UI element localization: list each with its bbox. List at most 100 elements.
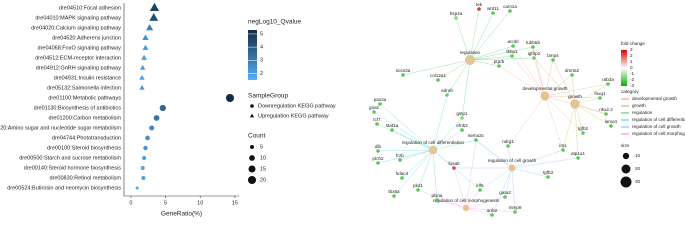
y-tick-label: dre04068:FoxO signaling pathway xyxy=(38,45,122,51)
edge xyxy=(469,55,513,61)
gene-label: acnbl xyxy=(508,39,519,44)
category-node xyxy=(462,204,470,212)
edge xyxy=(544,83,609,97)
size-legend-label: 30 xyxy=(635,179,641,184)
edge xyxy=(512,45,546,97)
gene-node xyxy=(401,73,405,77)
edge xyxy=(511,55,546,97)
gene-label: ptprb xyxy=(494,59,505,64)
gene-node xyxy=(606,82,610,86)
point xyxy=(142,34,149,41)
edge xyxy=(401,149,434,179)
edge xyxy=(432,149,455,169)
size-legend-label: 5 xyxy=(260,144,263,150)
gene-label: tgfb2 xyxy=(578,126,589,131)
edge xyxy=(574,103,579,159)
edge xyxy=(498,65,546,97)
gene-label: ptch2 xyxy=(372,156,384,161)
gene-label: sema3c xyxy=(468,133,485,138)
edge xyxy=(469,46,534,61)
edge xyxy=(552,59,576,105)
gene-label: dmrta2 xyxy=(565,68,580,73)
y-tick-label: dre04512:ECM-receptor interaction xyxy=(35,55,121,61)
edge xyxy=(544,95,601,99)
edge xyxy=(402,59,471,76)
gene-label: col12a1 xyxy=(430,73,447,78)
category-label: regulation of cell differentiation xyxy=(402,140,465,145)
legend-marker xyxy=(250,104,254,108)
figure: dre04510:Focal adhesion dre04010:MAPK sig… xyxy=(0,2,685,218)
gene-label: efnb2 xyxy=(456,123,468,128)
gene-node xyxy=(510,54,514,58)
category-node xyxy=(508,164,516,172)
gene-node xyxy=(490,213,494,217)
edge xyxy=(453,167,467,209)
x-tick-label: 10 xyxy=(197,200,203,206)
edge xyxy=(469,8,480,61)
size-legend-label: 10 xyxy=(260,155,266,161)
gene-node xyxy=(477,7,481,11)
edge xyxy=(469,57,535,61)
gene-label: tgfb3 xyxy=(543,170,554,175)
gene-node xyxy=(576,156,580,160)
legend-title: negLog10_Qvalue xyxy=(248,19,302,26)
legend-title: category xyxy=(621,89,639,94)
colorbar-label: -1 xyxy=(630,71,635,76)
gene-label: stat1a xyxy=(386,123,399,128)
edge xyxy=(469,45,514,61)
colorbar-label: 2 xyxy=(260,71,263,77)
x-tick-label: 15 xyxy=(232,200,238,206)
edge xyxy=(469,12,494,61)
gene-label: rab3a xyxy=(602,77,614,82)
point xyxy=(139,64,146,70)
edge xyxy=(504,167,513,198)
colorbar-label: -3 xyxy=(630,83,635,88)
gene-node xyxy=(378,102,382,106)
gene-node xyxy=(531,45,535,49)
edge xyxy=(475,139,513,169)
edge xyxy=(574,83,609,105)
edge xyxy=(511,149,564,169)
legend-title: Count xyxy=(248,133,266,140)
edge xyxy=(465,189,481,209)
y-tick-label: dre01130:Biosynthesis of antibiotics xyxy=(34,105,122,111)
y-tick-label: dre04520:Adherens junction xyxy=(52,35,121,41)
edge xyxy=(417,189,467,209)
gene-label: irs1 xyxy=(559,143,567,148)
edge xyxy=(465,196,506,209)
point xyxy=(225,93,235,103)
gene-label: tbx5a xyxy=(388,189,400,194)
gene-label: igfbp2 xyxy=(528,51,541,56)
y-tick-label: dre00524:Butirosin and neomycin biosynth… xyxy=(7,185,121,191)
colorbar xyxy=(248,30,257,80)
gene-node xyxy=(460,116,464,120)
y-tick-label: dre00140:Steroid hormone biosynthesis xyxy=(24,165,121,171)
edge xyxy=(373,111,434,151)
edge xyxy=(417,149,434,191)
gene-label: ednrb xyxy=(441,88,453,93)
y-tick-label: dre01200:Carbon metabolism xyxy=(49,115,122,121)
gene-node xyxy=(392,194,396,198)
gene-node xyxy=(570,73,574,77)
point xyxy=(149,125,155,131)
edge xyxy=(469,10,511,61)
edge xyxy=(544,95,564,151)
category-node xyxy=(428,145,438,155)
gene-node xyxy=(491,11,495,15)
colorbar-label: 5 xyxy=(260,31,263,37)
legend-marker xyxy=(249,113,255,118)
gene-node xyxy=(454,16,458,20)
edge xyxy=(533,57,576,105)
gene-node xyxy=(532,56,536,60)
legend-label: Upregulation KEGG pathway xyxy=(258,113,329,119)
y-tick-label: dre00830:Retinol metabolism xyxy=(49,175,121,181)
edge xyxy=(455,17,471,61)
edge xyxy=(446,59,471,96)
gene-node xyxy=(375,122,379,126)
legend-label: Downregulation KEGG pathway xyxy=(258,103,336,109)
edge xyxy=(377,149,434,152)
edge xyxy=(507,95,546,147)
colorbar-label: -2 xyxy=(630,77,635,82)
gene-label: gata2 xyxy=(499,190,511,195)
gene-node xyxy=(604,112,608,116)
